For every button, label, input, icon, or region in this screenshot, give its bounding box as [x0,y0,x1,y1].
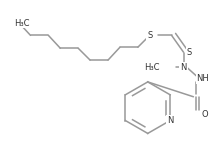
Text: H₃C: H₃C [15,19,30,28]
Text: S: S [187,48,192,57]
Text: N: N [167,116,173,125]
Text: H₃C: H₃C [144,62,160,71]
Text: S: S [147,31,152,40]
Text: N: N [180,62,187,71]
Text: NH: NH [196,74,209,83]
Text: O: O [201,110,208,119]
